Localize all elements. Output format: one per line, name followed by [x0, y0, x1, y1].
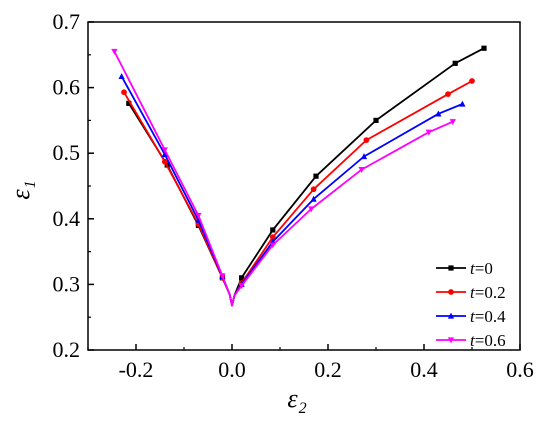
data-point [126, 100, 132, 106]
data-point [469, 78, 475, 84]
series-2 [118, 73, 466, 307]
legend-item: t=0 [436, 259, 493, 278]
data-point [363, 137, 370, 143]
y-axis-label: ε1 [6, 180, 39, 199]
data-point [373, 117, 379, 123]
legend-item: t=0.6 [436, 331, 506, 350]
series-line [123, 80, 473, 307]
legend-marker [448, 289, 454, 295]
y-tick-label: 0.2 [53, 337, 81, 362]
legend-label-variable: t [470, 283, 476, 302]
data-point [270, 227, 276, 233]
y-axis-ticks: 0.2 0.3 0.4 0.5 0.6 0.7 [53, 9, 94, 362]
y-tick-label: 0.7 [53, 9, 81, 34]
data-point [269, 234, 276, 241]
y-tick-label: 0.6 [53, 75, 81, 100]
x-axis-label-subscript: 2 [299, 400, 307, 417]
x-tick-label: -0.2 [119, 357, 154, 382]
data-point [452, 60, 458, 66]
x-axis-label-symbol: ε [287, 384, 298, 413]
data-point [360, 153, 368, 160]
data-point [219, 273, 226, 280]
data-point [238, 283, 245, 290]
series-line [128, 47, 485, 307]
series-layer [111, 45, 487, 307]
legend-label: t=0 [470, 259, 493, 278]
data-point [459, 100, 466, 107]
y-axis-label-subscript: 1 [22, 180, 39, 188]
legend-label: t=0.4 [470, 307, 506, 326]
data-point [118, 73, 125, 80]
data-point [239, 275, 245, 281]
x-axis-ticks: -0.2 0.0 0.2 0.4 0.6 [87, 344, 534, 382]
data-point [195, 212, 202, 219]
data-point [313, 173, 319, 179]
legend-item: t=0.2 [436, 283, 506, 302]
x-tick-label: 0.2 [314, 357, 342, 382]
data-point [435, 110, 442, 117]
x-tick-label: 0.0 [218, 357, 246, 382]
legend-marker [448, 265, 454, 271]
data-point [308, 206, 315, 213]
data-point [449, 119, 456, 126]
legend-item: t=0.4 [436, 307, 506, 326]
series-0 [126, 45, 487, 307]
legend-marker [447, 337, 455, 344]
legend-label-variable: t [470, 307, 476, 326]
legend-marker [447, 312, 455, 319]
y-tick-label: 0.4 [53, 206, 81, 231]
data-point [161, 147, 168, 154]
data-point [481, 45, 487, 51]
y-axis-label-symbol: ε [6, 189, 35, 200]
series-line [120, 75, 463, 307]
series-line [113, 51, 454, 307]
data-point [161, 158, 168, 165]
series-3 [111, 48, 456, 307]
legend-label-value: =0.2 [475, 283, 506, 302]
series-1 [121, 78, 475, 307]
legend-label-value: =0.6 [475, 331, 506, 350]
y-tick-label: 0.3 [53, 271, 81, 296]
x-tick-label: 0.6 [506, 357, 534, 382]
data-point [111, 48, 118, 55]
legend: t=0t=0.2t=0.4t=0.6 [436, 259, 506, 350]
data-point [121, 89, 127, 96]
plot-frame [87, 21, 521, 351]
legend-label-variable: t [470, 259, 476, 278]
x-axis-label: ε2 [287, 384, 306, 417]
data-point [358, 167, 365, 173]
legend-label-value: =0 [475, 259, 493, 278]
data-point [445, 91, 451, 98]
data-point [425, 129, 432, 136]
legend-label: t=0.6 [470, 331, 506, 350]
data-point [161, 151, 168, 158]
legend-label-value: =0.4 [475, 307, 506, 326]
legend-label: t=0.2 [470, 283, 506, 302]
data-point [310, 195, 317, 202]
data-point [310, 186, 317, 193]
x-tick-label: 0.4 [410, 357, 438, 382]
y-tick-label: 0.5 [53, 140, 81, 165]
data-point [269, 242, 276, 249]
legend-label-variable: t [470, 331, 476, 350]
